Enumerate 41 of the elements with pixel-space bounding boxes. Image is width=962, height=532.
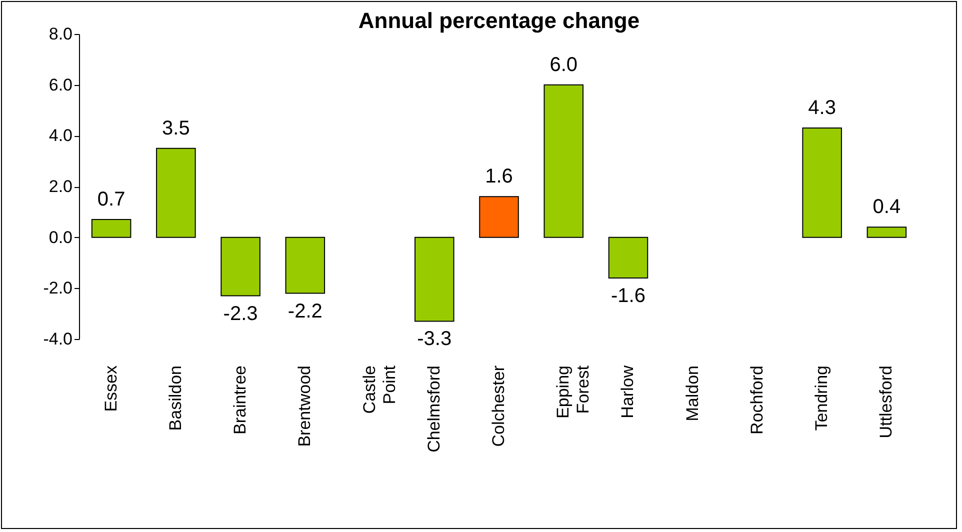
bar — [285, 236, 326, 294]
bar — [866, 226, 907, 238]
data-label: 0.4 — [872, 196, 901, 218]
x-tick-label: Rochford — [747, 366, 766, 434]
data-label: -3.3 — [417, 328, 452, 350]
y-tick-label: -2.0 — [43, 278, 72, 298]
bar — [414, 236, 454, 322]
x-tick-label: Brentwood — [295, 366, 314, 447]
data-label: -2.3 — [223, 302, 258, 325]
y-tick-label: 6.0 — [48, 75, 72, 94]
y-tick-label: 2.0 — [48, 177, 72, 196]
bar — [220, 236, 260, 296]
x-tick-label: Castle Point — [360, 365, 399, 414]
x-tick-label: Colchester — [489, 365, 508, 447]
bar — [156, 148, 196, 238]
x-tick-label: Epping Forest — [554, 365, 593, 418]
y-tick-label: 8.0 — [48, 24, 72, 44]
x-tick-label: Harlow — [618, 364, 638, 418]
data-label: -2.2 — [288, 300, 322, 322]
bar — [608, 236, 648, 278]
data-label: -1.6 — [610, 285, 646, 307]
bar — [802, 128, 842, 238]
x-tick-label: Basildon — [166, 366, 185, 431]
data-label: 0.7 — [97, 188, 126, 211]
chart-title: Annual percentage change — [358, 8, 640, 33]
x-tick-label: Chelmsford — [424, 366, 444, 452]
x-tick-label: Tendring — [812, 366, 832, 431]
x-tick-label: Maldon — [682, 366, 702, 422]
y-tick-label: 0.0 — [48, 228, 72, 247]
bar — [91, 219, 132, 238]
x-tick-label: Braintree — [230, 366, 250, 434]
bar — [479, 196, 519, 238]
x-tick-label: Uttlesford — [876, 366, 896, 438]
data-label: 6.0 — [550, 54, 578, 76]
bar — [544, 84, 584, 238]
data-label: 3.5 — [162, 117, 190, 140]
x-tick-label: Essex — [101, 365, 120, 412]
data-label: 1.6 — [485, 166, 513, 188]
y-tick-label: 4.0 — [48, 126, 72, 146]
y-tick-label: -4.0 — [43, 330, 72, 348]
data-label: 4.3 — [808, 97, 836, 120]
